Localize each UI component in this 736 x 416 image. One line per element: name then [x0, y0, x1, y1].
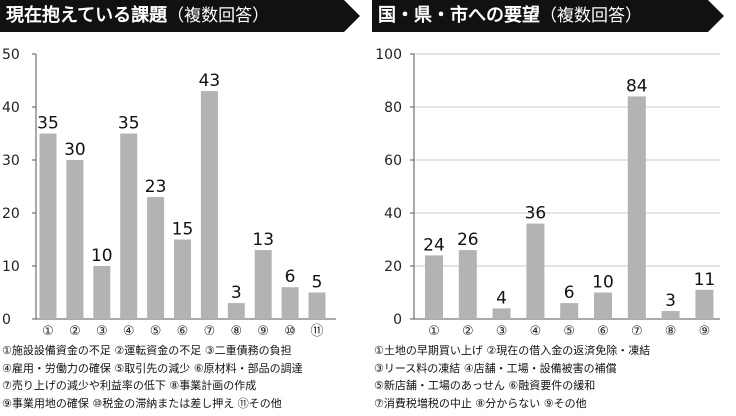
- right-category-label: ⑥: [597, 324, 609, 339]
- left-data-label: 23: [145, 177, 167, 197]
- right-y-tick-label: 80: [384, 100, 402, 116]
- left-data-label: 5: [312, 273, 323, 293]
- left-y-tick-label: 30: [2, 153, 20, 169]
- right-data-label: 10: [592, 273, 614, 293]
- left-data-label: 15: [172, 220, 194, 240]
- left-category-label: ②: [69, 324, 81, 339]
- left-panel: 現在抱えている課題（複数回答） 0 10 20 30 40 50 35 ① 30 ② 10 ③ 35 ④ 2…: [0, 0, 368, 412]
- left-bar: [200, 91, 218, 319]
- right-bar: [560, 303, 579, 319]
- right-bar-chart: 0 20 40 60 80 100 24 ① 26 ② 4 ③ 36 ④ 6 ⑤ 10 ⑥ 84 ⑦ 3 ⑧ 11 ⑨: [375, 47, 720, 339]
- right-y-tick-label: 0: [393, 312, 402, 328]
- right-note-line: ⑤新店舗・工場のあっせん ⑥融資要件の緩和: [374, 379, 596, 393]
- left-chart-title-note: （複数回答）: [167, 6, 270, 26]
- left-y-tick-label: 50: [2, 47, 20, 63]
- left-bar: [254, 250, 272, 319]
- left-category-label: ⑦: [204, 324, 216, 339]
- left-bar: [39, 133, 57, 319]
- left-category-label: ①: [42, 324, 54, 339]
- right-note-line: ⑦消費税増税の中止 ⑧分からない ⑨その他: [374, 396, 587, 410]
- right-data-label: 84: [626, 76, 648, 96]
- left-y-tick-label: 40: [2, 100, 20, 116]
- right-y-tick-label: 100: [375, 47, 402, 63]
- left-chart-title-banner: 現在抱えている課題（複数回答）: [0, 0, 360, 32]
- right-data-label: 11: [694, 270, 716, 290]
- left-category-label: ③: [96, 324, 108, 339]
- left-bar: [120, 133, 138, 319]
- right-note-line: ①土地の早期買い上げ ②現在の借入金の返済免除・凍結: [374, 344, 651, 357]
- left-legend-notes: ①施設設備資金の不足 ②運転資金の不足 ③二重債務の負担 ④雇用・労働力の確保 …: [2, 342, 303, 412]
- left-chart-title: 現在抱えている課題: [6, 5, 168, 26]
- left-data-label: 3: [231, 283, 242, 303]
- left-note-line: ⑨事業用地の確保 ⑩税金の滞納または差し押え ⑪その他: [2, 396, 282, 410]
- right-y-tick-label: 60: [384, 153, 402, 169]
- right-chart-title-banner: 国・県・市への要望（複数回答）: [372, 0, 724, 32]
- right-category-label: ⑤: [563, 324, 575, 339]
- left-bar: [66, 160, 84, 319]
- right-chart-title-note: （複数回答）: [540, 6, 642, 26]
- right-bar: [661, 311, 680, 319]
- left-bar: [174, 239, 191, 319]
- left-category-label: ⑨: [257, 324, 269, 339]
- left-y-tick-label: 20: [2, 206, 20, 222]
- left-data-label: 10: [91, 246, 113, 266]
- right-data-label: 36: [525, 204, 547, 224]
- left-bar: [147, 197, 165, 319]
- left-note-line: ④雇用・労働力の確保 ⑤取引先の減少 ⑥原材料・部品の調達: [2, 361, 303, 375]
- left-bar: [227, 303, 245, 319]
- right-bar: [526, 223, 545, 319]
- right-category-label: ⑨: [699, 324, 711, 339]
- left-bar-chart: 0 10 20 30 40 50 35 ① 30 ② 10 ③ 35 ④ 23 ⑤ 15 ⑥ 43 ⑦ 3 ⑧ 13 ⑨ 6 ⑩ 5…: [2, 47, 336, 339]
- left-category-label: ⑧: [230, 324, 242, 339]
- right-bar: [594, 292, 612, 319]
- right-legend-notes: ①土地の早期買い上げ ②現在の借入金の返済免除・凍結 ③リース料の凍結 ④店舗・…: [374, 342, 650, 412]
- right-data-label: 24: [423, 235, 445, 255]
- left-note-line: ⑦売り上げの減少や利益率の低下 ⑧事業計画の作成: [2, 379, 257, 393]
- right-category-label: ①: [428, 324, 440, 339]
- left-data-label: 6: [285, 267, 296, 287]
- right-category-label: ⑦: [631, 324, 643, 339]
- left-category-label: ⑤: [150, 324, 162, 339]
- right-panel: 国・県・市への要望（複数回答） 0 20 40 60 80 100 24 ① 26 ② 4 ③ 36 ④ 6…: [372, 0, 736, 416]
- left-category-label: ⑩: [284, 324, 296, 339]
- left-category-label: ④: [123, 324, 135, 339]
- right-data-label: 4: [496, 288, 507, 308]
- left-data-label: 35: [37, 114, 59, 134]
- right-category-label: ⑧: [665, 324, 677, 339]
- left-data-label: 43: [199, 71, 221, 91]
- right-chart-title: 国・県・市への要望: [378, 5, 540, 26]
- left-data-label: 30: [64, 140, 86, 160]
- right-data-label: 6: [564, 283, 575, 303]
- left-bar: [281, 287, 299, 319]
- left-bar: [308, 292, 326, 319]
- left-bar: [93, 266, 111, 319]
- right-data-label: 3: [665, 291, 676, 311]
- right-note-line: ③リース料の凍結 ④店舗・工場・設備被害の補償: [374, 361, 617, 375]
- left-note-line: ①施設設備資金の不足 ②運転資金の不足 ③二重債務の負担: [2, 344, 292, 357]
- right-bar: [492, 308, 511, 319]
- left-data-label: 13: [252, 230, 274, 250]
- left-data-label: 35: [118, 114, 140, 134]
- right-y-tick-label: 40: [384, 206, 402, 222]
- right-bar: [627, 96, 646, 320]
- right-data-label: 26: [457, 230, 479, 250]
- right-category-label: ④: [530, 324, 542, 339]
- right-bar: [425, 255, 443, 319]
- right-category-label: ②: [462, 324, 474, 339]
- left-y-tick-label: 0: [2, 312, 11, 328]
- right-category-label: ③: [496, 324, 508, 339]
- left-category-label: ⑥: [177, 324, 189, 339]
- right-y-tick-label: 20: [384, 259, 402, 275]
- right-bar: [458, 250, 477, 319]
- left-y-tick-label: 10: [2, 259, 20, 275]
- left-category-label: ⑪: [310, 324, 323, 339]
- right-bar: [695, 289, 714, 319]
